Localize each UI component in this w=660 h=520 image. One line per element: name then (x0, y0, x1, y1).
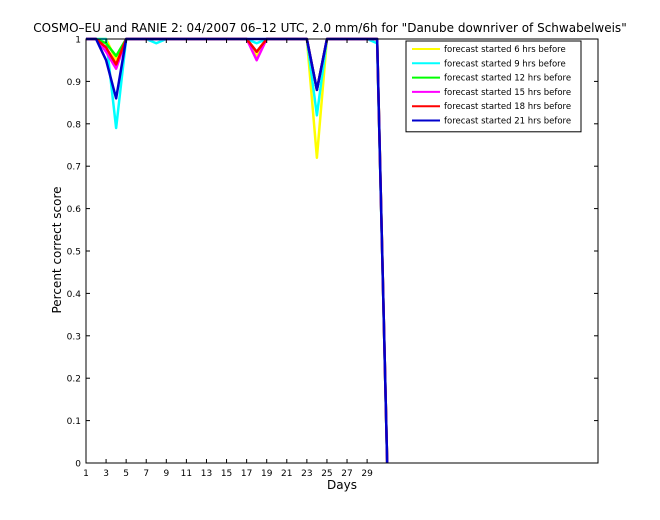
axes-layer: 1 3 5 7 9 11 13 15 17 19 21 23 25 27 2900.10.20.30.40.… (67, 36, 599, 479)
x-tick-label: 5 (123, 469, 129, 479)
legend-label-5: forecast started 18 hrs before (444, 102, 571, 112)
x-tick-label: 19 (261, 469, 273, 479)
chart-title: COSMO–EU and RANIE 2: 04/2007 06–12 UTC,… (33, 21, 627, 35)
y-tick-label: 0.4 (67, 290, 82, 300)
x-tick-label: 15 (221, 469, 232, 479)
x-tick-label: 17 (241, 469, 252, 479)
x-tick-label: 27 (341, 469, 352, 479)
y-tick-label: 0.8 (67, 120, 82, 130)
legend-box (405, 40, 582, 133)
y-tick-label: 0.3 (67, 332, 81, 342)
x-tick-label: 23 (301, 469, 312, 479)
legend-label-4: forecast started 15 hrs before (444, 88, 571, 98)
y-tick-label: 0.7 (67, 163, 81, 173)
y-tick-label: 0.5 (67, 248, 81, 258)
x-tick-label: 29 (361, 469, 373, 479)
y-axis-label: Percent correct score (50, 186, 64, 314)
legend-label-6: forecast started 21 hrs before (444, 117, 571, 127)
y-tick-label: 0 (75, 460, 81, 470)
legend-label-2: forecast started 9 hrs before (444, 59, 566, 69)
x-tick-label: 11 (181, 469, 192, 479)
x-tick-label: 7 (143, 469, 149, 479)
x-tick-label: 13 (201, 469, 212, 479)
legend: forecast started 6 hrs before forecast st… (405, 40, 582, 133)
y-tick-label: 1 (75, 36, 81, 46)
x-tick-label: 3 (103, 469, 109, 479)
y-tick-label: 0.6 (67, 205, 82, 215)
x-tick-label: 21 (281, 469, 292, 479)
y-tick-label: 0.9 (67, 78, 82, 88)
x-tick-label: 9 (163, 469, 169, 479)
x-tick-label: 1 (83, 469, 89, 479)
y-tick-label: 0.2 (67, 375, 81, 385)
y-tick-label: 0.1 (67, 417, 81, 427)
legend-label-3: forecast started 12 hrs before (444, 74, 571, 84)
x-axis-label: Days (327, 478, 357, 492)
x-tick-label: 25 (321, 469, 332, 479)
legend-label-1: forecast started 6 hrs before (444, 45, 566, 55)
